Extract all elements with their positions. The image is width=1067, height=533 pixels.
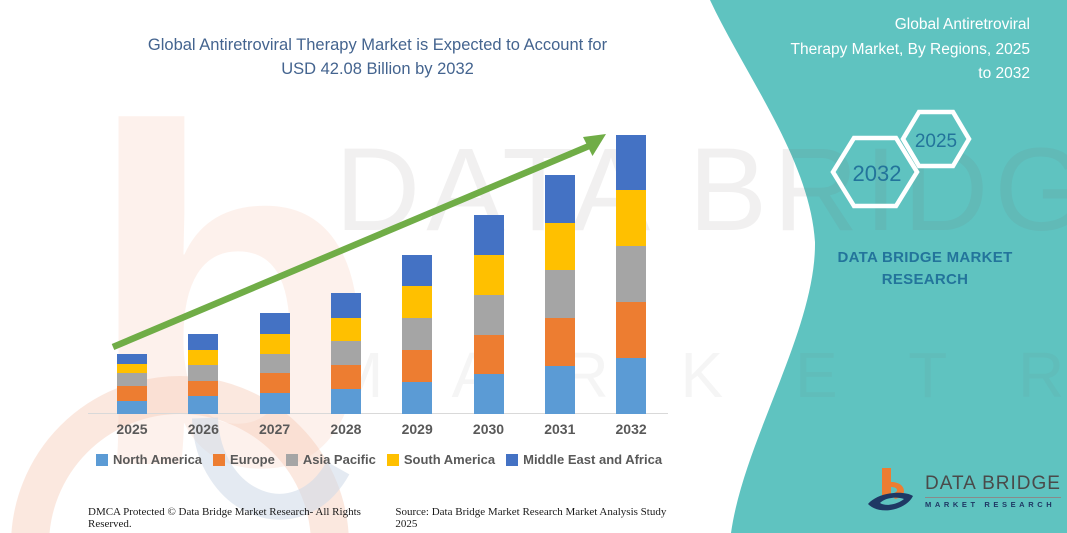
bar-2026 (188, 334, 219, 414)
bar-2028 (330, 293, 361, 414)
bar-segment-2027-south-america (259, 334, 290, 354)
chart-headline: Global Antiretroviral Therapy Market is … (90, 33, 665, 81)
bar-2032 (616, 135, 647, 414)
bar-segment-2029-middle-east-and-africa (402, 255, 433, 286)
bar-segment-2026-south-america (188, 350, 219, 365)
bar-segment-2027-middle-east-and-africa (259, 313, 290, 334)
legend-item-south-america: South America (386, 452, 496, 467)
bar-2027 (259, 313, 290, 414)
databridge-logo: DATA BRIDGE MARKET RESEARCH (866, 466, 1061, 516)
bar-segment-2030-middle-east-and-africa (473, 215, 504, 255)
bar-segment-2026-europe (188, 381, 219, 396)
bar-segment-2028-asia-pacific (330, 341, 361, 365)
x-axis-label-2032: 2032 (615, 421, 647, 437)
bar-segment-2028-europe (330, 365, 361, 389)
bar-segment-2028-south-america (330, 318, 361, 341)
bar-segment-2029-europe (402, 350, 433, 382)
bar-2030 (473, 215, 504, 414)
bar-segment-2030-north-america (473, 374, 504, 414)
bar-segment-2030-south-america (473, 255, 504, 295)
bar-segment-2031-europe (544, 318, 575, 366)
bar-segment-2025-middle-east-and-africa (117, 354, 147, 364)
side-panel-title-line1: Global Antiretroviral (894, 16, 1030, 33)
legend-swatch (95, 453, 108, 466)
bar-segment-2028-middle-east-and-africa (330, 293, 361, 318)
bar-2029 (402, 255, 433, 414)
x-axis-label-2029: 2029 (401, 421, 433, 437)
logo-subtitle: MARKET RESEARCH (925, 500, 1056, 509)
hexagon-2032 (830, 135, 920, 209)
bar-segment-2027-asia-pacific (259, 354, 290, 373)
bar-segment-2029-asia-pacific (402, 318, 433, 350)
bar-segment-2025-europe (117, 386, 147, 401)
panel-brand-text: DATA BRIDGE MARKET RESEARCH (837, 249, 1013, 288)
databridge-logo-icon (868, 468, 913, 511)
legend-item-north-america: North America (95, 452, 203, 467)
chart-headline-line2: USD 42.08 Billion by 2032 (281, 60, 474, 78)
bar-segment-2027-europe (259, 373, 290, 393)
hexagon-2025 (900, 109, 972, 169)
x-axis-label-2030: 2030 (472, 421, 505, 437)
x-axis-label-2025: 2025 (116, 421, 148, 437)
legend-item-middle-east-and-africa: Middle East and Africa (506, 452, 662, 467)
x-axis-label-2031: 2031 (544, 421, 576, 437)
hexagon-2025-label: 2025 (915, 131, 957, 152)
bar-segment-2030-asia-pacific (473, 295, 504, 335)
databridge-logo-text: DATA BRIDGE MARKET RESEARCH (925, 473, 1061, 509)
side-panel-title-line2: Therapy Market, By Regions, 2025 (790, 40, 1030, 58)
footer-source-text: Source: Data Bridge Market Research Mark… (395, 506, 667, 530)
bar-segment-2025-north-america (117, 401, 147, 414)
bar-segment-2025-asia-pacific (117, 373, 147, 386)
side-panel-title-line3: to 2032 (978, 65, 1030, 82)
bar-segment-2027-north-america (259, 393, 290, 414)
bar-2025 (117, 354, 147, 414)
bar-segment-2031-south-america (544, 223, 575, 270)
x-axis-line (88, 413, 668, 414)
bar-segment-2031-middle-east-and-africa (544, 175, 575, 223)
legend-swatch (386, 453, 399, 466)
bar-segment-2032-middle-east-and-africa (616, 135, 647, 190)
bar-segment-2025-south-america (117, 364, 147, 373)
bar-segment-2032-europe (616, 302, 647, 358)
bar-2031 (544, 175, 575, 414)
side-panel-title: Global Antiretroviral Therapy Market, By… (700, 13, 1030, 87)
bar-segment-2031-north-america (544, 366, 575, 414)
legend-swatch (506, 453, 519, 466)
legend-label: South America (403, 452, 496, 467)
bar-segment-2032-north-america (616, 358, 647, 414)
bar-segment-2031-asia-pacific (544, 270, 575, 318)
bar-segment-2026-middle-east-and-africa (188, 334, 219, 350)
bar-segment-2032-south-america (616, 190, 647, 246)
logo-name: DATA BRIDGE (925, 473, 1061, 498)
bar-segment-2029-north-america (402, 382, 433, 414)
bar-segment-2032-asia-pacific (616, 246, 647, 302)
bar-segment-2029-south-america (402, 286, 433, 318)
bar-segment-2028-north-america (330, 389, 361, 414)
bar-segment-2026-north-america (188, 396, 219, 414)
chart-headline-line1: Global Antiretroviral Therapy Market is … (147, 36, 608, 54)
hexagon-2032-label: 2032 (853, 161, 902, 186)
legend-label: North America (112, 452, 203, 467)
bar-segment-2030-europe (473, 335, 504, 374)
bar-segment-2026-asia-pacific (188, 365, 219, 381)
legend-label: Middle East and Africa (523, 452, 663, 467)
